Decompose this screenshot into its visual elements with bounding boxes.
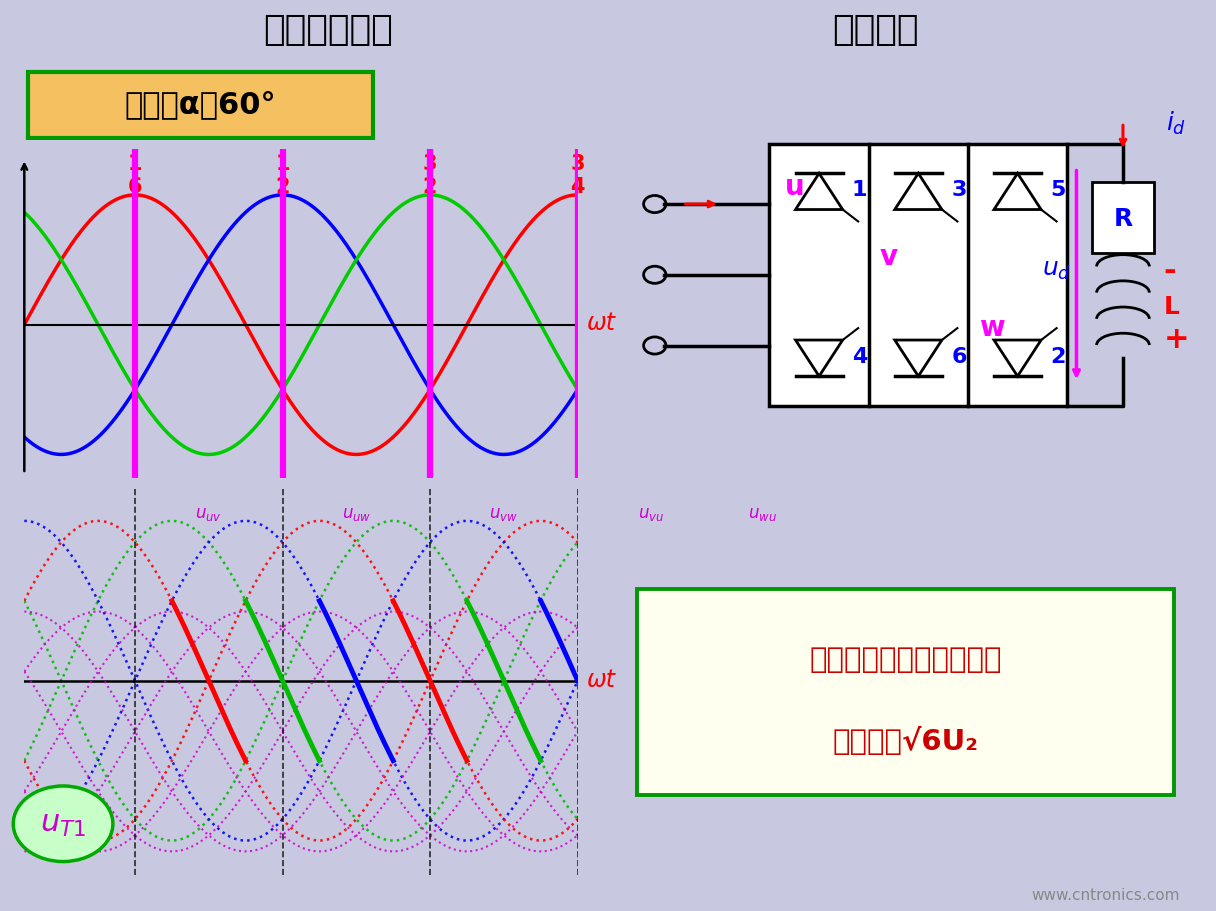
Text: L: L [1164,294,1180,318]
Text: $u_d$: $u_d$ [1042,258,1071,281]
Text: R: R [1114,207,1132,230]
Text: 控制角α＝60°: 控制角α＝60° [125,90,276,118]
Text: $u_{T1}$: $u_{T1}$ [40,809,86,838]
Text: $u_{uw}$: $u_{uw}$ [342,504,371,522]
Text: $u_{vu}$: $u_{vu}$ [638,504,664,522]
FancyBboxPatch shape [28,73,373,138]
Text: 晶闸管承受的最大正、反: 晶闸管承受的最大正、反 [810,646,1002,673]
Polygon shape [895,174,942,210]
Text: ωt: ωt [586,667,615,691]
Text: 三相全控桥式: 三相全控桥式 [264,13,393,46]
Text: 3: 3 [951,179,967,200]
Polygon shape [795,341,843,377]
Text: 6: 6 [128,177,142,197]
Text: 5: 5 [1051,179,1065,200]
Text: 6: 6 [951,346,967,366]
Bar [1092,183,1154,254]
Text: -: - [1164,257,1176,285]
Text: 3: 3 [423,154,438,174]
Text: +: + [1164,325,1189,354]
Polygon shape [993,174,1041,210]
Bar [770,145,1068,406]
Polygon shape [993,341,1041,377]
Polygon shape [895,341,942,377]
Text: ωt: ωt [586,311,615,334]
Text: 2: 2 [423,177,438,197]
Text: www.cntronics.com: www.cntronics.com [1031,887,1180,902]
Text: 2: 2 [1051,346,1065,366]
Text: 3: 3 [570,154,585,174]
Text: 4: 4 [570,177,585,197]
Text: 1: 1 [275,154,289,174]
Text: 工作原理: 工作原理 [832,13,919,46]
FancyBboxPatch shape [637,589,1175,795]
Text: 1: 1 [852,179,867,200]
Text: $u_{vw}$: $u_{vw}$ [489,504,518,522]
Text: $i_d$: $i_d$ [1166,109,1187,137]
Text: $u_{uv}$: $u_{uv}$ [196,504,223,522]
Text: v: v [880,243,897,271]
Text: w: w [979,313,1004,342]
Text: 2: 2 [275,177,289,197]
Polygon shape [795,174,843,210]
Text: 1: 1 [128,154,142,174]
Text: 向压降为√6U₂: 向压降为√6U₂ [833,726,979,755]
Text: $u_{wu}$: $u_{wu}$ [748,504,777,522]
Text: 4: 4 [852,346,867,366]
Text: u: u [786,172,805,200]
